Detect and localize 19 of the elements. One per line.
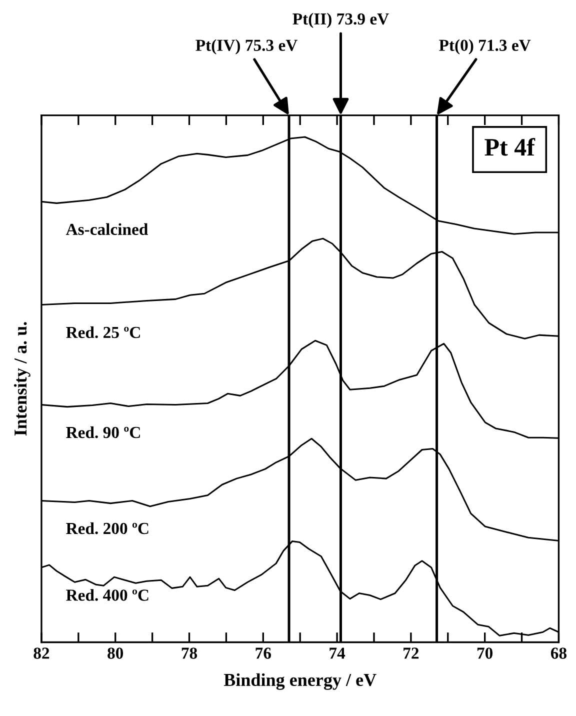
x-tick-label: 82	[34, 648, 50, 659]
x-tick-label: 68	[550, 648, 566, 659]
ref-line-label: Pt(II) 73.9 eV	[292, 12, 389, 28]
series-label: Red. 200 ºC	[66, 522, 148, 534]
series-label: Red. 25 ºC	[66, 326, 140, 338]
x-axis-title: Binding energy / eV	[224, 673, 376, 690]
series-label: Red. 90 ºC	[66, 426, 140, 438]
series-label: As-calcined	[66, 223, 148, 236]
y-axis-title: Intensity / a. u.	[14, 322, 30, 436]
series-label: Red. 400 ºC	[66, 589, 148, 601]
ref-line-label: Pt(0) 71.3 eV	[439, 39, 531, 54]
x-tick-label: 74	[330, 648, 346, 659]
x-tick-label: 76	[256, 648, 271, 659]
ref-line-label: Pt(IV) 75.3 eV	[196, 39, 298, 54]
x-tick-label: 70	[477, 648, 493, 659]
annotation: Pt 4f	[484, 138, 536, 156]
x-tick-label: 78	[182, 648, 198, 659]
x-tick-label: 72	[404, 648, 419, 659]
x-tick-label: 80	[108, 648, 124, 659]
